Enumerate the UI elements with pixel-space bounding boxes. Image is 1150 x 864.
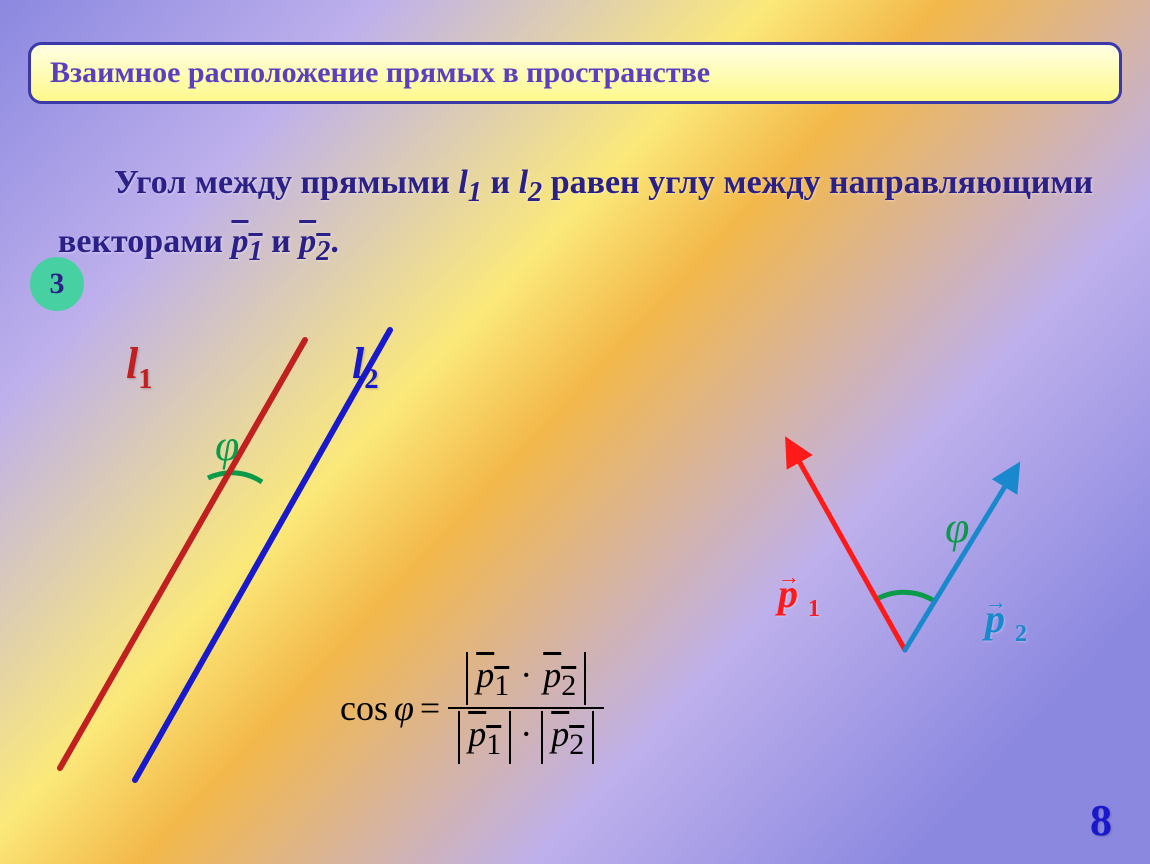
phi-arc-lines <box>208 473 262 482</box>
formula: cosφ= p1 · p2 p1 · p2 <box>340 650 604 766</box>
label-p1: → p 1 <box>778 570 820 623</box>
phi-arc-vectors <box>875 592 936 602</box>
page-number: 8 <box>1090 795 1112 846</box>
phi-label-vectors: φ <box>945 502 969 553</box>
line-l1 <box>60 340 305 768</box>
label-l1: l1 <box>126 338 153 396</box>
phi-label-lines: φ <box>215 420 239 471</box>
label-p2: → p 2 <box>985 595 1027 648</box>
label-l2: l2 <box>352 338 379 396</box>
